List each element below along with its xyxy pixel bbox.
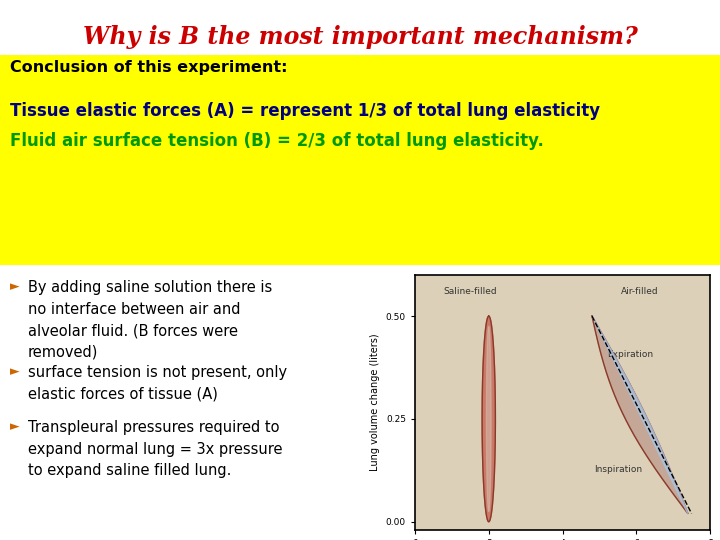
Text: surface tension is not present, only
elastic forces of tissue (A): surface tension is not present, only ela…: [28, 365, 287, 402]
Polygon shape: [592, 316, 688, 514]
Text: Fluid air surface tension (B) = 2/3 of total lung elasticity.: Fluid air surface tension (B) = 2/3 of t…: [10, 132, 544, 150]
Text: Inspiration: Inspiration: [594, 465, 642, 475]
Text: ►: ►: [10, 280, 19, 293]
Text: Tissue elastic forces (A) = represent 1/3 of total lung elasticity: Tissue elastic forces (A) = represent 1/…: [10, 102, 600, 120]
Text: Saline-filled: Saline-filled: [444, 287, 497, 295]
Text: Why is B the most important mechanism?: Why is B the most important mechanism?: [83, 25, 637, 49]
Text: Expiration: Expiration: [607, 350, 653, 359]
Polygon shape: [487, 326, 491, 511]
Polygon shape: [592, 316, 688, 514]
Text: ►: ►: [10, 420, 19, 433]
Text: Transpleural pressures required to
expand normal lung = 3x pressure
to expand sa: Transpleural pressures required to expan…: [28, 420, 282, 478]
Bar: [0, 55, 720, 265]
Y-axis label: Lung volume change (liters): Lung volume change (liters): [370, 334, 380, 471]
Text: Conclusion of this experiment:: Conclusion of this experiment:: [10, 60, 287, 75]
Text: By adding saline solution there is
no interface between air and
alveolar fluid. : By adding saline solution there is no in…: [28, 280, 272, 360]
Text: ►: ►: [10, 365, 19, 378]
Polygon shape: [482, 316, 495, 522]
Text: Air-filled: Air-filled: [621, 287, 659, 295]
